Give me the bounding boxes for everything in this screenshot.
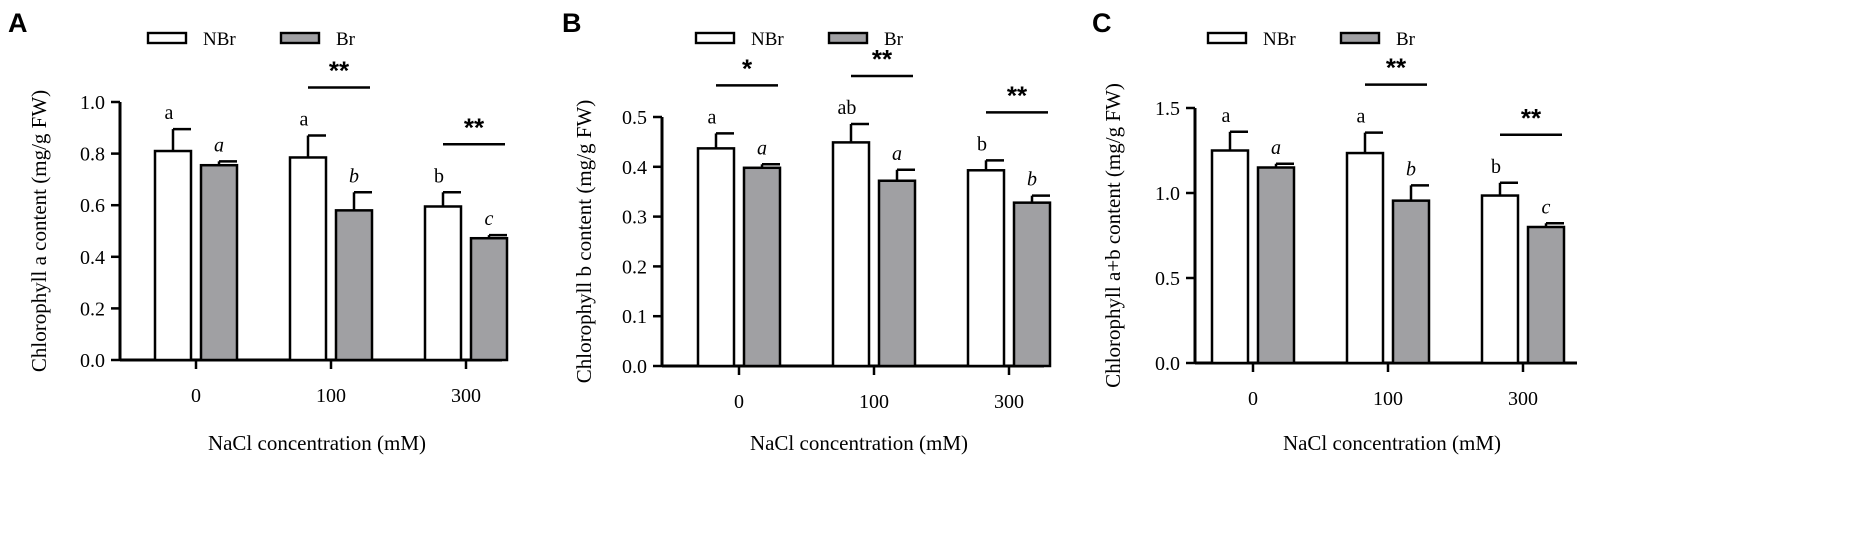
x-tick-label: 0 <box>734 391 744 413</box>
y-tick-label: 0.2 <box>80 298 105 320</box>
legend-label-br: Br <box>1396 29 1416 50</box>
legend: NBr Br <box>1206 29 1416 50</box>
legend-swatch-br <box>279 31 321 45</box>
bar-nbr-100 <box>1345 151 1385 365</box>
significance-letter-br-0: a <box>1271 137 1281 159</box>
significance-stars-300: ** <box>1521 103 1542 133</box>
legend-label-br: Br <box>884 29 904 50</box>
x-tick-label: 0 <box>191 385 201 407</box>
x-axis-title: NaCl concentration (mM) <box>750 431 968 455</box>
y-tick-label: 1.0 <box>1155 183 1180 205</box>
chart-panel-c: C NBr Br 0.0 0.5 1.0 1.5 Chlorophyll a+b conten… <box>1092 8 1577 455</box>
significance-stars-100: ** <box>872 44 893 74</box>
significance-letter-br-100: b <box>349 165 359 187</box>
significance-stars-100: ** <box>329 56 350 86</box>
bar-nbr-0 <box>153 149 193 362</box>
bar-nbr-300 <box>423 205 463 362</box>
y-tick-label: 0.5 <box>622 107 647 129</box>
significance-letter-br-100: b <box>1406 158 1416 180</box>
y-tick-label: 0.1 <box>622 306 647 328</box>
y-tick-label: 0.0 <box>80 350 105 372</box>
legend-swatch-nbr <box>694 31 736 45</box>
legend-label-nbr: NBr <box>751 29 784 50</box>
legend-label-nbr: NBr <box>1263 29 1296 50</box>
y-tick-label: 1.0 <box>80 92 105 114</box>
significance-letter-nbr-300: b <box>977 133 987 155</box>
bar-nbr-100 <box>288 156 328 362</box>
y-tick-label: 1.5 <box>1155 98 1180 120</box>
bar-br-100 <box>334 209 374 362</box>
y-tick-label: 0.4 <box>80 247 105 269</box>
legend-label-br: Br <box>336 29 356 50</box>
legend-swatch-nbr <box>146 31 188 45</box>
bar-br-0 <box>742 166 782 368</box>
significance-letter-br-300: c <box>485 208 494 230</box>
y-tick-label: 0.2 <box>622 256 647 278</box>
y-tick-label: 0.0 <box>622 356 647 378</box>
x-tick-label: 300 <box>1508 388 1538 410</box>
x-tick-label: 100 <box>316 385 346 407</box>
significance-stars-300: ** <box>464 112 485 142</box>
bar-br-300 <box>1012 201 1052 368</box>
bar-nbr-300 <box>1480 194 1520 365</box>
y-axis-title: Chlorophyll a content (mg/g FW) <box>27 90 51 372</box>
significance-letter-nbr-0: a <box>1222 105 1231 127</box>
x-tick-label: 300 <box>451 385 481 407</box>
y-tick-label: 0.6 <box>80 195 105 217</box>
significance-letter-nbr-0: a <box>165 102 174 124</box>
significance-letter-br-0: a <box>214 134 224 156</box>
legend: NBr Br <box>694 29 904 50</box>
legend-swatch-br <box>1339 31 1381 45</box>
significance-letter-br-0: a <box>757 137 767 159</box>
panel-label: A <box>8 8 28 38</box>
bar-nbr-0 <box>696 147 736 368</box>
x-tick-label: 100 <box>859 391 889 413</box>
y-tick-label: 0.3 <box>622 207 647 229</box>
x-axis-title: NaCl concentration (mM) <box>208 431 426 455</box>
bar-br-100 <box>877 179 917 368</box>
y-tick-label: 0.0 <box>1155 353 1180 375</box>
significance-letter-nbr-100: a <box>300 109 309 131</box>
bar-nbr-100 <box>831 141 871 368</box>
significance-stars-300: ** <box>1007 80 1028 110</box>
x-tick-label: 300 <box>994 391 1024 413</box>
significance-letter-br-100: a <box>892 143 902 165</box>
bar-nbr-300 <box>966 169 1006 368</box>
x-axis-title: NaCl concentration (mM) <box>1283 431 1501 455</box>
panel-label: C <box>1092 8 1112 38</box>
legend-label-nbr: NBr <box>203 29 236 50</box>
legend-swatch-nbr <box>1206 31 1248 45</box>
significance-letter-nbr-300: b <box>1491 156 1501 178</box>
significance-letter-nbr-100: ab <box>838 97 857 119</box>
bar-br-0 <box>199 163 239 362</box>
y-tick-label: 0.8 <box>80 144 105 166</box>
bar-br-100 <box>1391 199 1431 365</box>
chart-panel-b: B NBr Br 0.0 0.1 0.2 0.3 0.4 0.5 Chlorophyll b co… <box>562 8 1052 455</box>
significance-letter-br-300: b <box>1027 169 1037 191</box>
significance-letter-nbr-100: a <box>1357 106 1366 128</box>
significance-letter-br-300: c <box>1542 196 1551 218</box>
significance-letter-nbr-300: b <box>434 165 444 187</box>
x-tick-label: 100 <box>1373 388 1403 410</box>
significance-stars-100: ** <box>1386 53 1407 83</box>
panel-label: B <box>562 8 582 38</box>
y-axis-title: Chlorophyll b content (mg/g FW) <box>572 100 596 383</box>
y-tick-label: 0.5 <box>1155 268 1180 290</box>
legend: NBr Br <box>146 29 356 50</box>
chart-panel-a: A NBr Br 0.0 0.2 0.4 0.6 0.8 1.0 Chlorophyll a co… <box>8 8 509 455</box>
x-tick-label: 0 <box>1248 388 1258 410</box>
bar-br-300 <box>469 236 509 362</box>
y-tick-label: 0.4 <box>622 157 647 179</box>
bar-br-0 <box>1256 166 1296 365</box>
significance-stars-0: * <box>742 53 753 83</box>
significance-letter-nbr-0: a <box>708 106 717 128</box>
bar-nbr-0 <box>1210 149 1250 365</box>
bar-br-300 <box>1526 225 1566 365</box>
y-axis-title: Chlorophyll a+b content (mg/g FW) <box>1101 83 1125 388</box>
legend-swatch-br <box>827 31 869 45</box>
